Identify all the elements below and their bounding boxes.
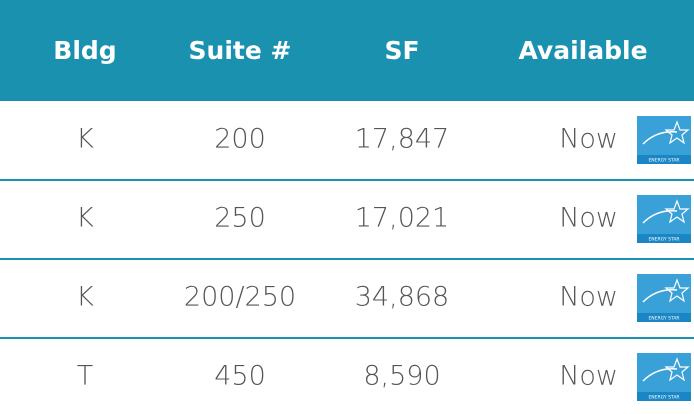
header-cell: Available bbox=[518, 36, 647, 65]
table-cell: 250 bbox=[214, 203, 266, 234]
table-cell: 200 bbox=[214, 124, 266, 155]
table-cell: 17,021 bbox=[355, 203, 449, 234]
badge-strip bbox=[637, 392, 691, 401]
table-cell: Now bbox=[559, 124, 618, 155]
header-cell: Bldg bbox=[53, 36, 116, 65]
table-cell: 200/250 bbox=[184, 282, 296, 313]
badge-star bbox=[664, 278, 690, 303]
badge-swoosh bbox=[642, 289, 678, 303]
table-cell: T bbox=[77, 361, 94, 392]
header-cell: Suite # bbox=[189, 36, 292, 65]
table-cell: 17,847 bbox=[355, 124, 449, 155]
energy-star-badge: ENERGY STAR bbox=[637, 353, 691, 401]
badge-swoosh bbox=[642, 131, 678, 145]
table-cell: 34,868 bbox=[355, 282, 449, 313]
badge-star bbox=[664, 357, 690, 382]
row-divider bbox=[0, 258, 694, 260]
badge-strip bbox=[637, 313, 691, 322]
table-cell: Now bbox=[559, 203, 618, 234]
table-cell: Now bbox=[559, 361, 618, 392]
badge-label: ENERGY STAR bbox=[648, 316, 679, 322]
badge-label: ENERGY STAR bbox=[648, 158, 679, 164]
table-cell: K bbox=[76, 203, 94, 234]
table-cell: Now bbox=[559, 282, 618, 313]
badge-swoosh bbox=[642, 368, 678, 382]
badge-strip bbox=[637, 234, 691, 243]
row-divider bbox=[0, 337, 694, 339]
badge-label: ENERGY STAR bbox=[648, 395, 679, 401]
table-cell: 8,590 bbox=[363, 361, 440, 392]
header-row bbox=[0, 0, 694, 101]
table-cell: 450 bbox=[214, 361, 266, 392]
badge-star bbox=[664, 120, 690, 145]
energy-star-badge: ENERGY STAR bbox=[637, 274, 691, 322]
energy-star-badge: ENERGY STAR bbox=[637, 116, 691, 164]
energy-star-badge: ENERGY STAR bbox=[637, 195, 691, 243]
header-cell: SF bbox=[384, 36, 419, 65]
badge-swoosh bbox=[642, 210, 678, 224]
badge-label: ENERGY STAR bbox=[648, 237, 679, 243]
table-cell: K bbox=[76, 282, 94, 313]
row-divider bbox=[0, 179, 694, 181]
badge-star bbox=[664, 199, 690, 224]
badge-strip bbox=[637, 155, 691, 164]
table-cell: K bbox=[76, 124, 94, 155]
